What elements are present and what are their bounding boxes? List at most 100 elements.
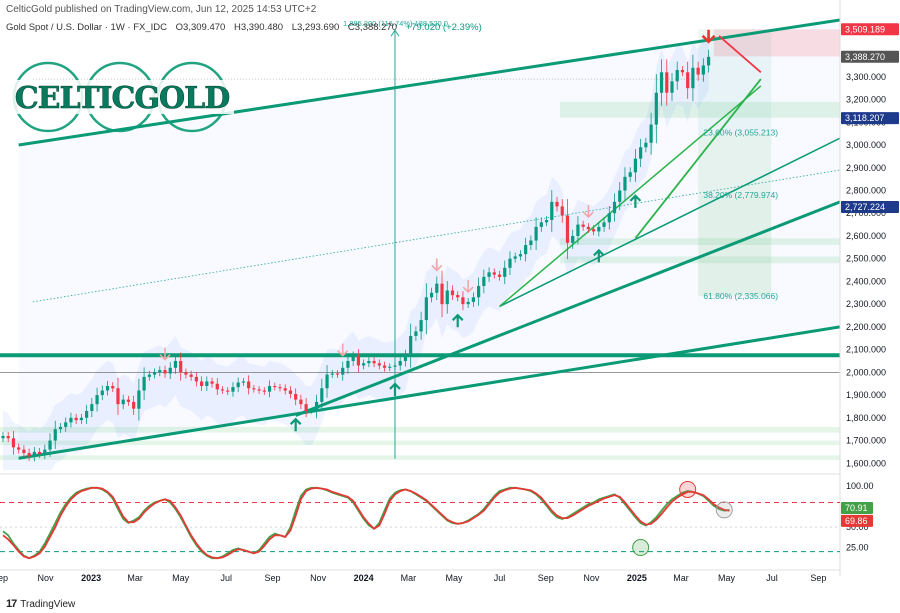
candle-body [612,201,617,214]
candle-body [639,147,643,159]
candle-body [126,399,131,402]
candle-body [497,274,502,277]
measure-label: 1,885.200 (116.74%) 188,520.0 [343,19,448,28]
time-tick-label: 2023 [81,573,101,583]
candle-body [461,297,465,305]
candle-body [330,373,334,375]
stoch-tick-label: 25.00 [846,543,869,553]
price-badge-label: 3,509.189 [845,24,885,34]
logo-text: CELTICGOLD [15,81,230,116]
candle-body [518,254,523,257]
price-tick-label: 2,600.000 [846,231,886,241]
celticgold-logo: CELTICGOLD [12,61,234,133]
price-tick-label: 1,800.000 [846,413,886,423]
candle-body [210,381,214,384]
candle-body [320,388,324,402]
candle-body [132,401,136,409]
candle-body [435,283,439,293]
candle-body [90,404,94,411]
candle-body [173,360,178,368]
price-tick-label: 1,900.000 [846,390,886,400]
price-tick-label: 3,000.000 [846,140,886,150]
measure-arrowhead [390,29,400,37]
candle-body [367,360,371,364]
candle-body [508,258,512,268]
candle-body [654,92,658,125]
fib-zone [698,132,772,196]
candle-body [346,360,350,368]
candle-body [560,206,564,216]
price-badge [841,112,899,125]
tradingview-logo-icon: 17 [6,598,17,610]
candle-body [6,435,10,439]
candle-body [257,389,261,391]
candle-body [529,240,533,246]
down-arrow-strong-icon [701,29,716,44]
candle-body [440,283,444,305]
candle-body [85,410,89,418]
candle-body [267,385,272,392]
candle-body [607,213,611,223]
candle-body [701,65,705,75]
price-badge [841,50,899,63]
candle-body [53,429,57,441]
candle-body [450,290,455,296]
time-tick-label: May [718,573,736,583]
candle-body [691,67,695,89]
candle-body [194,376,198,382]
candle-body [696,67,700,75]
candle-body [43,449,47,455]
price-badge-label: 3,118.207 [845,113,884,123]
price-tick-label: 2,300.000 [846,299,886,309]
stoch-badge-label: 69.86 [845,516,868,526]
candle-body [544,220,549,223]
candle-body [487,272,491,277]
support-band [0,426,840,433]
candle-body [37,451,42,455]
candle-body [341,367,345,375]
price-tick-label: 2,900.000 [846,163,886,173]
stoch-highlight [679,480,697,498]
trend-2 [499,137,840,308]
ohlc-open: O3,309.470 [175,22,226,33]
time-tick-label: Sep [265,573,281,583]
candle-body [1,435,5,439]
price-tick-label: 1,600.000 [846,458,886,468]
candle-body [294,393,298,400]
candle-body [163,370,167,374]
candle-body [335,373,340,375]
candle-body [314,401,319,411]
candle-body [116,388,120,405]
down-arrow-icon [159,347,171,361]
candle-body [539,222,543,227]
candle-body [409,335,413,356]
ohlc-change: +79.020 (+2.39%) [405,22,482,33]
candle-body [680,70,685,73]
up-arrow-icon [593,248,605,263]
trend-3-inner [499,85,762,307]
fib-label: 38.20% (2,779.974) [703,190,778,200]
trend-1 [295,200,840,417]
price-badge [841,201,899,214]
stoch-line [2,486,730,560]
price-badge [841,23,899,36]
candle-body [69,417,73,423]
channel-top [18,18,840,147]
fib-label: 61.80% (2,335.066) [703,291,778,301]
candle-body [152,372,157,375]
candle-body [550,201,554,221]
candle-body [299,399,303,405]
price-tick-label: 2,700.000 [846,208,886,218]
candle-body [686,72,690,89]
candle-body [205,381,209,386]
stoch-badge-label: 70.91 [845,503,868,513]
candle-body [377,363,381,366]
candle-body [17,447,21,450]
down-arrow-icon [582,204,594,219]
candle-body [565,215,570,243]
candle-body [189,374,193,377]
trend-3 [634,78,762,239]
candle-body [576,224,580,236]
up-arrow-icon [23,469,24,470]
